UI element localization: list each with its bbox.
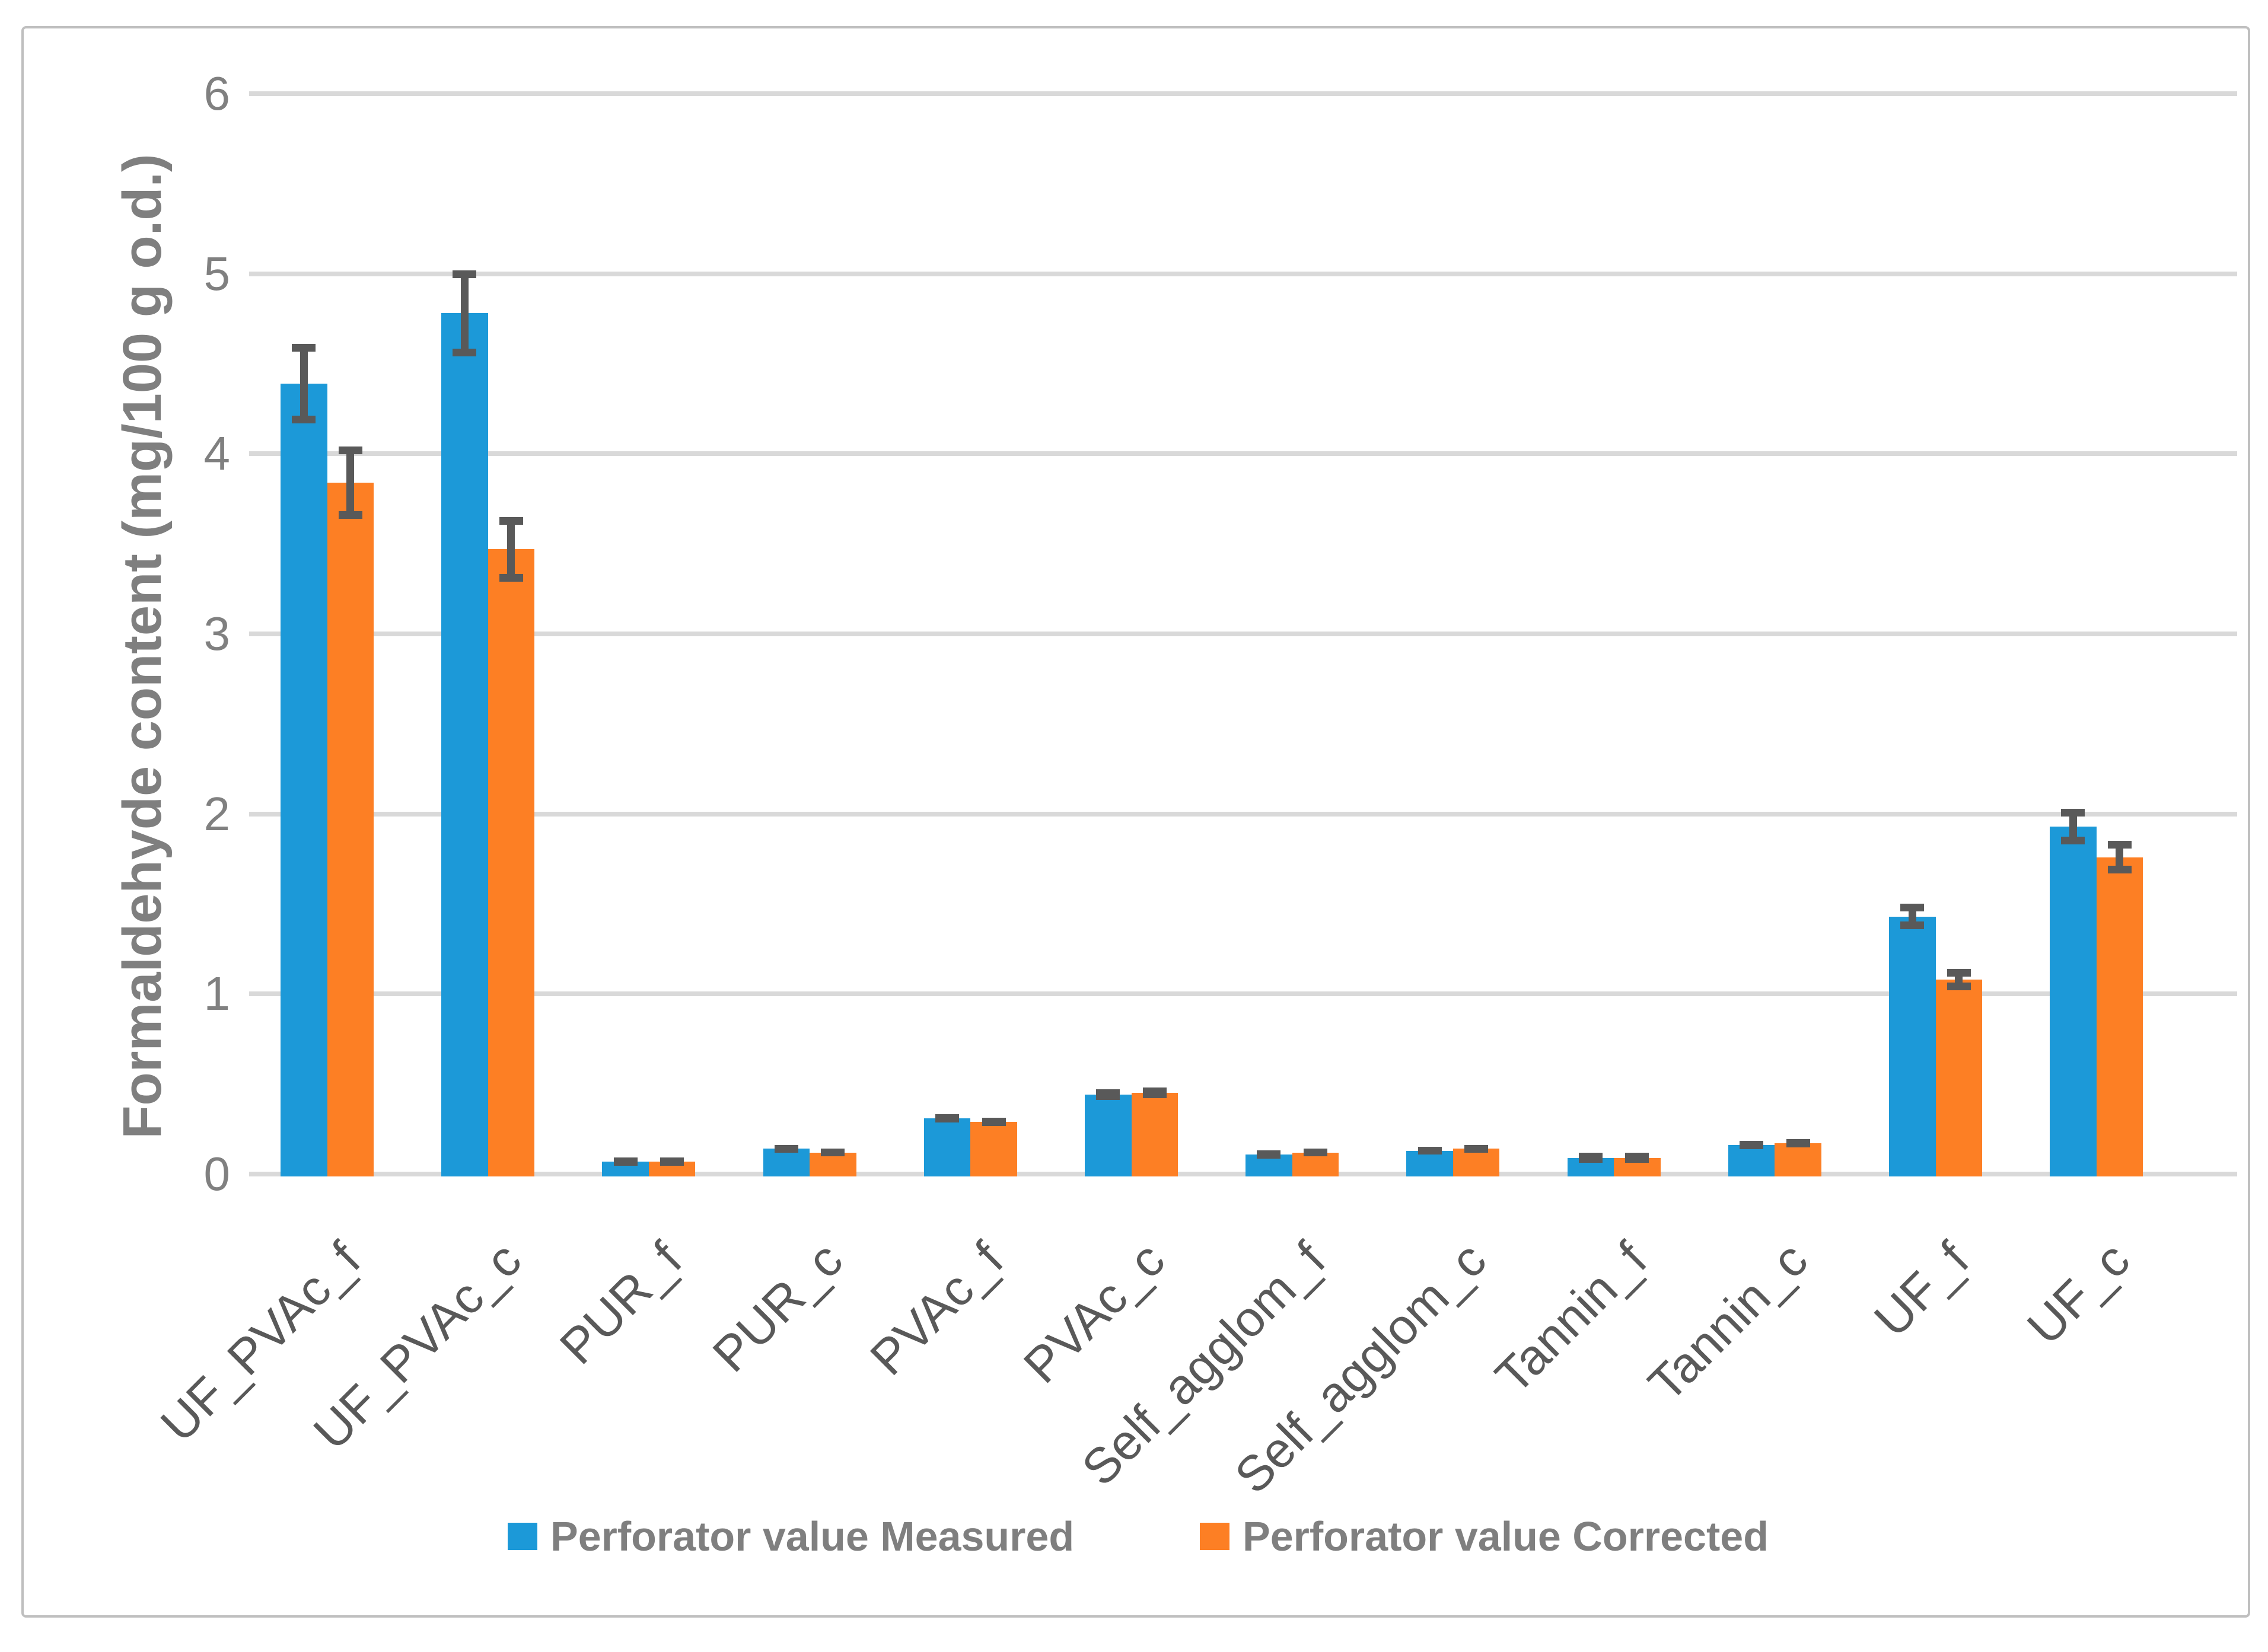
error-bar-cap-bottom (1303, 1148, 1327, 1156)
error-bar-cap-bottom (292, 415, 316, 423)
bar-measured-UF_c (2050, 826, 2097, 1176)
error-bar-cap-top (453, 270, 477, 278)
error-bar-cap-bottom (1142, 1090, 1167, 1099)
bar-measured-PUR_c (763, 1149, 810, 1176)
error-bar-cap-bottom (1625, 1153, 1649, 1161)
bar-corrected-Tannin_c (1775, 1143, 1821, 1176)
gridline-4 (249, 451, 2237, 457)
error-bar-cap-bottom (338, 511, 362, 519)
bar-corrected-UF_PVAc_c (488, 549, 535, 1176)
error-bar-cap-bottom (774, 1144, 798, 1153)
error-bar-line (460, 270, 469, 357)
gridline-0 (249, 1172, 2237, 1176)
y-tick-label-4: 4 (203, 427, 231, 480)
bar-measured-Self_agglom_c (1406, 1150, 1453, 1176)
error-bar-line (507, 516, 515, 582)
bar-measured-UF_PVAc_f (281, 383, 327, 1176)
error-bar-cap-bottom (453, 349, 477, 357)
bar-corrected-UF_f (1935, 980, 1982, 1176)
gridline-5 (249, 271, 2237, 276)
error-bar-cap-top (338, 447, 362, 455)
error-bar-cap-bottom (1096, 1092, 1120, 1101)
error-bar-cap-top (2061, 808, 2085, 817)
error-bar-cap-bottom (1464, 1144, 1489, 1153)
legend-label-corrected: Perforator value Corrected (1243, 1513, 1769, 1559)
bar-corrected-PVAc_f (970, 1121, 1017, 1176)
gridline-6 (249, 91, 2237, 96)
legend-swatch-measured (508, 1523, 537, 1550)
error-bar-cap-top (292, 344, 316, 352)
bar-corrected-PVAc_c (1131, 1093, 1178, 1176)
error-bar-cap-bottom (660, 1157, 684, 1165)
error-bar-cap-bottom (2107, 865, 2132, 873)
error-bar-line (2116, 841, 2124, 873)
error-bar-cap-bottom (613, 1157, 638, 1165)
error-bar-cap-bottom (935, 1114, 960, 1122)
y-tick-label-2: 2 (203, 787, 231, 840)
chart-frame (21, 26, 2250, 1618)
error-bar-cap-top (1900, 904, 1925, 912)
legend-swatch-corrected (1200, 1523, 1229, 1550)
y-tick-label-1: 1 (203, 967, 231, 1020)
bar-measured-UF_PVAc_c (441, 313, 488, 1176)
error-bar-cap-bottom (1947, 983, 1971, 991)
error-bar-line (300, 344, 308, 423)
gridline-1 (249, 991, 2237, 997)
y-tick-label-6: 6 (203, 66, 231, 120)
bar-corrected-UF_PVAc_f (327, 482, 374, 1176)
error-bar-cap-bottom (1740, 1141, 1764, 1149)
y-tick-label-3: 3 (203, 607, 231, 660)
error-bar-cap-top (2107, 841, 2132, 849)
error-bar-line (2069, 808, 2077, 845)
error-bar-cap-bottom (499, 573, 523, 582)
bar-corrected-Self_agglom_c (1452, 1149, 1500, 1176)
error-bar-cap-bottom (982, 1118, 1006, 1125)
y-tick-label-5: 5 (203, 247, 231, 300)
error-bar-cap-top (1947, 968, 1971, 977)
error-bar-cap-bottom (2061, 837, 2085, 845)
bar-measured-PVAc_c (1085, 1095, 1132, 1176)
error-bar-cap-bottom (1578, 1153, 1603, 1161)
bar-measured-PVAc_f (923, 1118, 971, 1176)
bar-measured-UF_f (1889, 916, 1936, 1176)
bar-measured-Tannin_c (1728, 1145, 1775, 1176)
y-tick-label-0: 0 (203, 1147, 231, 1200)
bar-corrected-UF_c (2096, 857, 2143, 1176)
error-bar-cap-top (499, 516, 523, 525)
error-bar-cap-bottom (1257, 1150, 1281, 1158)
error-bar-cap-bottom (821, 1148, 845, 1156)
legend-label-measured: Perforator value Measured (550, 1513, 1075, 1559)
gridline-2 (249, 811, 2237, 817)
error-bar-cap-bottom (1786, 1139, 1810, 1147)
error-bar-cap-bottom (1900, 921, 1925, 929)
gridline-3 (249, 631, 2237, 636)
error-bar-cap-bottom (1418, 1146, 1442, 1155)
error-bar-line (346, 447, 355, 519)
